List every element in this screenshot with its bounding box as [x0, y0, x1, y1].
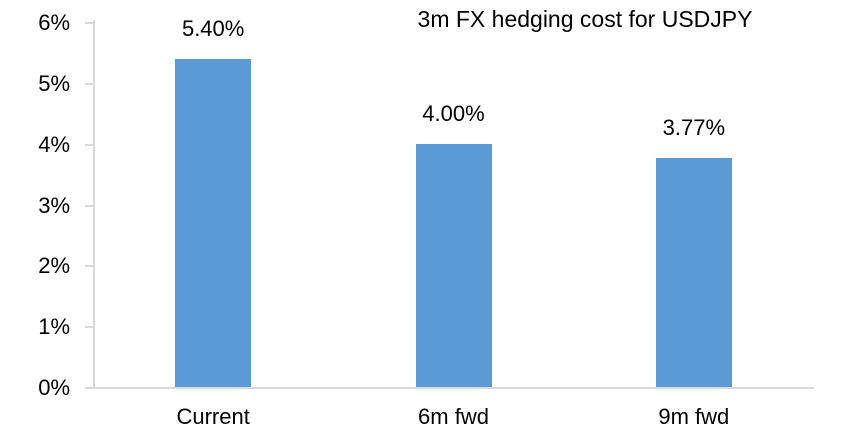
y-tick-mark [85, 143, 93, 146]
bar-9m-fwd [655, 157, 732, 387]
y-tick-label: 6% [38, 10, 70, 35]
y-tick-label: 5% [38, 70, 70, 96]
y-tick-mark [85, 22, 93, 24]
bar-6m-fwd [415, 143, 492, 387]
y-axis-line [93, 20, 95, 389]
bar-value-label: 3.77% [662, 115, 726, 141]
bar-current [175, 58, 252, 387]
y-tick-mark [85, 82, 93, 85]
y-tick-mark [85, 204, 93, 207]
y-tick-label: 2% [38, 253, 70, 279]
y-tick-label: 3% [38, 192, 70, 218]
bar-value-label: 4.00% [422, 101, 485, 127]
category-label: Current [176, 404, 250, 429]
category-label: 6m fwd [418, 404, 489, 429]
chart-title: 3m FX hedging cost for USDJPY [417, 6, 753, 32]
x-axis-line [93, 387, 814, 389]
category-label: 9m fwd [658, 404, 730, 429]
y-tick-mark [85, 326, 93, 329]
y-tick-label: 1% [38, 314, 70, 340]
bar-value-label: 5.40% [181, 16, 245, 42]
y-tick-label: 0% [38, 375, 70, 400]
y-tick-mark [85, 387, 93, 389]
y-tick-mark [85, 265, 93, 268]
y-tick-label: 4% [38, 131, 70, 157]
